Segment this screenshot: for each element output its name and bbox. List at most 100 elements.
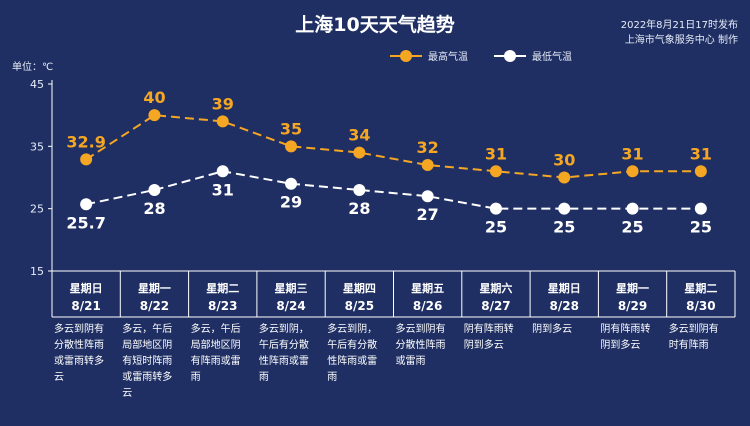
y-tick-label: 15 <box>30 265 44 278</box>
weather-desc-line: 多云到阴有 <box>54 324 104 335</box>
day-date: 8/26 <box>413 299 442 313</box>
legend-low-marker <box>494 49 526 62</box>
publish-info: 2022年8月21日17时发布 上海市气象服务中心 制作 <box>621 18 738 48</box>
day-weekday: 星期一 <box>138 281 171 295</box>
y-tick-label: 35 <box>30 140 44 153</box>
point-low <box>558 202 571 215</box>
weather-desc-line: 阴有阵雨转 <box>600 324 651 335</box>
point-high <box>489 165 502 178</box>
day-date: 8/25 <box>345 299 374 313</box>
label-low: 27 <box>417 205 439 224</box>
point-high <box>285 140 298 153</box>
weather-desc-line: 多云，午后 <box>190 324 241 335</box>
point-low <box>353 183 366 196</box>
weather-desc-line: 时有阵雨 <box>668 340 709 351</box>
point-low <box>148 183 161 196</box>
weather-desc: 多云，午后 局部地区阴 有短时阵雨 或雷雨转多云 <box>122 322 188 402</box>
weather-desc-line: 阴到多云 <box>463 340 504 351</box>
label-high: 32 <box>417 138 439 157</box>
point-low <box>421 190 434 203</box>
label-high: 32.9 <box>66 132 105 151</box>
label-low: 28 <box>143 199 165 218</box>
point-low <box>489 202 502 215</box>
day-date: 8/27 <box>481 299 510 313</box>
weather-desc-line: 有短时阵雨 <box>122 356 173 367</box>
day-weekday: 星期五 <box>411 281 444 295</box>
weather-desc-line: 雨 <box>327 372 338 383</box>
day-date: 8/24 <box>276 299 305 313</box>
weather-desc-line: 分散性阵雨 <box>54 340 104 351</box>
weather-desc: 多云到阴， 午后有分散性阵雨或雷雨 <box>259 322 325 386</box>
weather-desc-line: 性阵雨或雷 <box>327 356 378 367</box>
point-high <box>421 159 434 172</box>
label-high: 31 <box>690 144 712 163</box>
point-low <box>80 198 93 211</box>
weather-desc: 阴到多云 <box>532 322 598 338</box>
day-date: 8/28 <box>550 299 579 313</box>
legend-low-label: 最低气温 <box>532 52 572 63</box>
point-low <box>626 202 639 215</box>
weather-desc: 多云，午后局部地区阴有阵雨或雷雨 <box>191 322 257 386</box>
weather-desc-line: 阴有阵雨转 <box>463 324 514 335</box>
weather-desc: 多云到阴， 午后有分散 性阵雨或雷雨 <box>327 322 393 386</box>
chart-legend: 最高气温 最低气温 <box>390 48 598 63</box>
weather-desc: 多云到阴有分散性阵雨或雷雨转多云 <box>54 322 120 386</box>
label-high: 31 <box>621 144 643 163</box>
weather-desc-line: 雨 <box>258 372 269 383</box>
weather-desc-line: 局部地区阴 <box>190 340 241 351</box>
weather-desc-line: 阴到多云 <box>532 324 573 335</box>
weather-desc: 阴有阵雨转 阴到多云 <box>600 322 666 354</box>
weather-desc-line: 多云到阴， <box>258 324 309 335</box>
label-high: 31 <box>485 144 507 163</box>
y-tick-label: 25 <box>30 203 44 216</box>
weather-desc-line: 性阵雨或雷 <box>258 356 309 367</box>
weather-desc-line: 有阵雨或雷 <box>190 356 241 367</box>
point-high <box>148 109 161 122</box>
weather-desc-line: 分散性阵雨 <box>395 340 446 351</box>
day-weekday: 星期二 <box>684 281 717 295</box>
unit-label: 单位：℃ <box>12 62 54 73</box>
day-date: 8/29 <box>618 299 647 313</box>
y-tick-label: 45 <box>30 78 44 91</box>
day-weekday: 星期二 <box>206 281 239 295</box>
point-high <box>80 153 93 166</box>
label-high: 30 <box>553 151 575 170</box>
point-high <box>694 165 707 178</box>
publisher: 上海市气象服务中心 制作 <box>624 35 738 46</box>
point-low <box>285 177 298 190</box>
weather-desc-line: 局部地区阴 <box>122 340 173 351</box>
day-date: 8/22 <box>140 299 169 313</box>
weather-desc-line: 午后有分散 <box>327 340 378 351</box>
weather-desc: 阴有阵雨转 阴到多云 <box>464 322 530 354</box>
weather-desc-line: 多云，午后 <box>122 324 173 335</box>
label-low: 25.7 <box>66 213 105 232</box>
label-low: 31 <box>212 180 234 199</box>
weather-desc-line: 午后有分散 <box>258 340 309 351</box>
label-low: 25 <box>621 218 643 237</box>
day-date: 8/23 <box>208 299 237 313</box>
label-low: 25 <box>553 218 575 237</box>
weather-desc-line: 或雷雨转多 <box>54 356 104 367</box>
weather-desc-line: 阴到多云 <box>600 340 641 351</box>
series-high-line <box>85 114 701 179</box>
series-low-line <box>85 170 701 210</box>
publish-date: 2022年8月21日17时发布 <box>620 20 738 31</box>
label-low: 25 <box>690 218 712 237</box>
point-high <box>216 115 229 128</box>
point-low <box>694 202 707 215</box>
weather-desc: 多云到阴有 分散性阵雨 或雷雨 <box>396 322 462 370</box>
weather-desc-line: 雨 <box>190 372 201 383</box>
label-low: 25 <box>485 218 507 237</box>
legend-low: 最低气温 <box>494 48 572 63</box>
weather-desc-line: 多云到阴有 <box>668 324 719 335</box>
point-low <box>216 165 229 178</box>
weather-desc-line: 云 <box>54 372 64 383</box>
label-high: 35 <box>280 119 302 138</box>
point-high <box>626 165 639 178</box>
weather-desc-line: 或雷雨 <box>395 356 426 367</box>
point-high <box>558 171 571 184</box>
day-date: 8/30 <box>686 299 715 313</box>
label-low: 28 <box>348 199 370 218</box>
label-low: 29 <box>280 193 302 212</box>
